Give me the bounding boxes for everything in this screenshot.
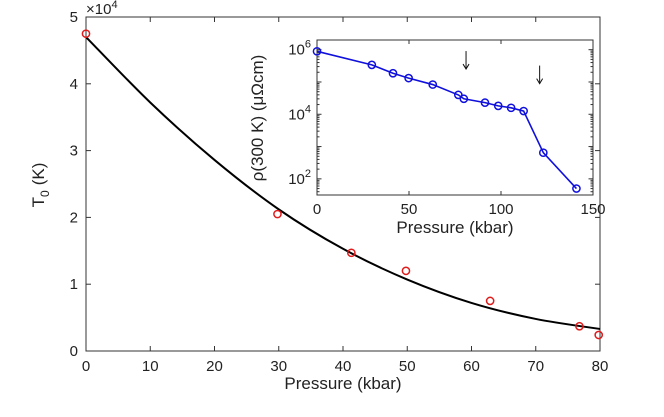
inset-data-point bbox=[493, 101, 503, 111]
inset-plot-area bbox=[316, 39, 594, 196]
main-x-tick-label: 50 bbox=[399, 358, 416, 375]
inset-resistivity-line bbox=[316, 50, 578, 190]
main-y-tick-label: 3 bbox=[70, 143, 78, 160]
inset-data-point bbox=[459, 94, 469, 104]
main-y-multiplier: ×104 bbox=[86, 0, 118, 18]
main-data-point bbox=[575, 321, 584, 331]
inset-arrows bbox=[462, 51, 544, 85]
main-x-ticks: 0 10 20 30 40 50 60 70 80 bbox=[82, 17, 609, 375]
main-y-axis-label: T0(K) bbox=[29, 163, 52, 208]
main-x-tick-label: 30 bbox=[270, 358, 287, 375]
inset-y-tick-label: 106 bbox=[288, 39, 311, 59]
inset-data-point bbox=[367, 60, 377, 70]
inset-arrow-head bbox=[462, 63, 470, 71]
inset-x-tick-label: 150 bbox=[580, 201, 605, 218]
inset-y-tick-exp: 4 bbox=[305, 103, 311, 115]
inset-x-tick-label: 50 bbox=[401, 201, 418, 218]
main-y-tick-label: 0 bbox=[70, 343, 78, 360]
main-x-tick-label: 70 bbox=[527, 358, 544, 375]
inset-x-tick-label: 0 bbox=[313, 201, 321, 218]
inset-y-axis-label: ρ(300 K) (μΩcm) bbox=[248, 55, 267, 182]
inset-y-tick-base: 10 bbox=[288, 42, 305, 59]
inset-y-tick-base: 10 bbox=[288, 106, 305, 123]
main-series bbox=[81, 29, 604, 340]
main-x-tick-label: 80 bbox=[592, 358, 609, 375]
main-y-tick-label: 5 bbox=[70, 9, 78, 26]
main-x-tick-label: 60 bbox=[463, 358, 480, 375]
main-data-point bbox=[594, 330, 604, 340]
inset-data-point bbox=[480, 98, 490, 107]
inset-data-point bbox=[506, 103, 516, 113]
inset-data-point bbox=[388, 68, 398, 78]
inset-data-point bbox=[572, 184, 581, 193]
inset-data-point bbox=[312, 46, 322, 56]
inset-data-point bbox=[519, 106, 528, 116]
main-x-tick-label: 20 bbox=[206, 358, 223, 375]
main-y-tick-label: 1 bbox=[70, 276, 78, 293]
inset-data-point bbox=[538, 148, 548, 158]
inset-data-point bbox=[428, 80, 438, 89]
inset-y-tick-base: 10 bbox=[288, 171, 305, 188]
inset-arrow-head bbox=[536, 78, 544, 85]
inset-data-point bbox=[404, 73, 413, 83]
main-data-point bbox=[347, 248, 356, 258]
main-x-tick-label: 40 bbox=[335, 358, 352, 375]
inset-y-tick-label: 104 bbox=[288, 103, 311, 123]
main-data-point bbox=[81, 29, 91, 39]
main-x-axis-label: Pressure (kbar) bbox=[284, 374, 401, 393]
inset-y-tick-label: 102 bbox=[288, 168, 311, 188]
inset-y-tick-exp: 2 bbox=[305, 168, 311, 180]
main-x-tick-label: 10 bbox=[142, 358, 159, 375]
main-fit-line bbox=[85, 36, 601, 330]
main-data-point bbox=[401, 266, 411, 276]
main-data-point bbox=[273, 209, 282, 219]
main-y-tick-label: 4 bbox=[70, 76, 78, 93]
inset-y-tick-exp: 6 bbox=[305, 39, 311, 51]
inset-series bbox=[312, 46, 581, 193]
main-x-tick-label: 0 bbox=[82, 358, 90, 375]
main-y-tick-label: 2 bbox=[70, 209, 78, 226]
inset-x-tick-label: 100 bbox=[488, 201, 513, 218]
main-data-point bbox=[485, 296, 495, 306]
main-y-ticks: 0 1 2 3 4 5 bbox=[70, 9, 600, 360]
inset-x-ticks: 0 50 100 150 bbox=[313, 40, 606, 218]
inset-x-axis-label: Pressure (kbar) bbox=[396, 218, 513, 237]
